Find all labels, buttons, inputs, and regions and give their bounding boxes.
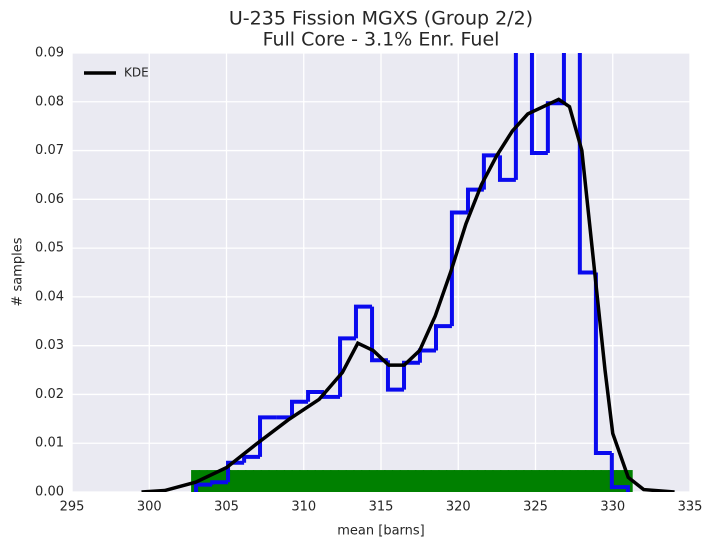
rug-tick xyxy=(469,470,479,492)
histogram-step xyxy=(577,53,596,275)
rug-tick xyxy=(299,470,309,492)
y-tick-label: 0.06 xyxy=(35,192,64,207)
histogram-step xyxy=(561,53,566,104)
histogram-step xyxy=(210,480,229,485)
kde-line xyxy=(141,97,675,492)
histogram-step xyxy=(513,53,518,180)
rug-tick xyxy=(376,470,386,492)
histogram-step xyxy=(306,390,324,402)
rug-tick xyxy=(291,470,301,492)
rug-tick xyxy=(615,470,625,492)
histogram-step xyxy=(290,399,309,418)
rug-tick xyxy=(623,470,633,492)
x-tick-label: 335 xyxy=(678,500,703,515)
rug-tick xyxy=(592,470,602,492)
rug-tick xyxy=(368,470,378,492)
x-tick-label: 325 xyxy=(523,500,548,515)
histogram-step xyxy=(242,454,261,463)
rug-tick xyxy=(245,470,255,492)
rug-tick xyxy=(260,470,270,492)
rug-tick xyxy=(531,470,540,492)
histogram-step xyxy=(609,452,630,492)
y-tick-label: 0.01 xyxy=(35,436,64,451)
y-tick-label: 0.02 xyxy=(35,387,64,402)
rug-tick xyxy=(237,470,247,492)
rug-tick xyxy=(507,470,517,492)
histogram-step xyxy=(258,415,277,457)
histogram-step xyxy=(385,360,405,392)
x-tick-label: 300 xyxy=(137,500,162,515)
rug-tick xyxy=(577,470,587,492)
rug-tick xyxy=(345,470,355,492)
rug-tick xyxy=(384,470,394,492)
histogram-step xyxy=(226,460,245,483)
rug-tick xyxy=(422,470,432,492)
histogram-step xyxy=(194,482,213,492)
x-tick-label: 305 xyxy=(214,500,239,515)
rug-tick xyxy=(569,470,579,492)
rug-tick xyxy=(198,470,208,492)
rug-tick xyxy=(500,470,510,492)
rug-tick xyxy=(283,470,293,492)
histogram-step xyxy=(497,155,516,182)
rug-tick xyxy=(515,470,525,492)
rug-tick xyxy=(337,470,347,492)
rug-tick xyxy=(361,470,371,492)
rug-tick xyxy=(438,470,448,492)
histogram-step xyxy=(529,53,548,155)
rug-tick xyxy=(446,470,456,492)
y-tick-label: 0.04 xyxy=(35,289,64,304)
rug-tick xyxy=(391,470,401,492)
rug-tick xyxy=(415,470,425,492)
legend: KDE xyxy=(84,66,149,80)
rug-tick xyxy=(461,470,471,492)
rug-tick xyxy=(585,470,595,492)
x-tick-label: 320 xyxy=(446,500,471,515)
rug-tick xyxy=(561,470,571,492)
histogram-step xyxy=(353,304,373,339)
rug-tick xyxy=(399,470,409,492)
rug-tick xyxy=(546,470,556,492)
histogram-step xyxy=(434,324,452,351)
y-tick-label: 0.07 xyxy=(35,143,64,158)
rug-tick xyxy=(276,470,286,492)
y-tick-label: 0.09 xyxy=(35,46,64,61)
rug-tick xyxy=(330,470,340,492)
y-tick-label: 0.00 xyxy=(35,485,64,500)
rug-tick xyxy=(353,470,363,492)
rug-tick xyxy=(484,470,494,492)
chart-title: U-235 Fission MGXS (Group 2/2) xyxy=(229,8,533,30)
x-axis-label: mean [barns] xyxy=(337,524,425,539)
x-tick-label: 330 xyxy=(600,500,625,515)
histogram-step xyxy=(449,210,468,327)
rug-tick xyxy=(306,470,316,492)
rug-tick xyxy=(492,470,502,492)
rug-tick xyxy=(322,470,332,492)
rug-tick xyxy=(430,470,440,492)
rug-tick xyxy=(229,470,239,492)
rug-tick xyxy=(538,470,548,492)
histogram-step xyxy=(402,360,420,390)
histogram-step xyxy=(593,272,612,455)
rug-tick xyxy=(314,470,324,492)
x-tick-label: 315 xyxy=(369,500,394,515)
y-axis-label: # samples xyxy=(11,237,26,306)
y-tick-label: 0.08 xyxy=(35,94,64,109)
rug-tick xyxy=(476,470,486,492)
rug-tick xyxy=(600,470,610,492)
legend-label: KDE xyxy=(124,66,149,80)
marks xyxy=(141,53,675,492)
rug-tick xyxy=(453,470,463,492)
x-tick-label: 295 xyxy=(60,500,85,515)
rug-tick xyxy=(268,470,278,492)
rug-tick xyxy=(554,470,564,492)
x-tick-label: 310 xyxy=(291,500,316,515)
rug-tick xyxy=(252,470,262,492)
rug-tick xyxy=(523,470,533,492)
chart-subtitle: Full Core - 3.1% Enr. Fuel xyxy=(263,29,500,51)
rug-tick xyxy=(407,470,417,492)
y-tick-label: 0.03 xyxy=(35,338,64,353)
y-tick-label: 0.05 xyxy=(35,241,64,256)
